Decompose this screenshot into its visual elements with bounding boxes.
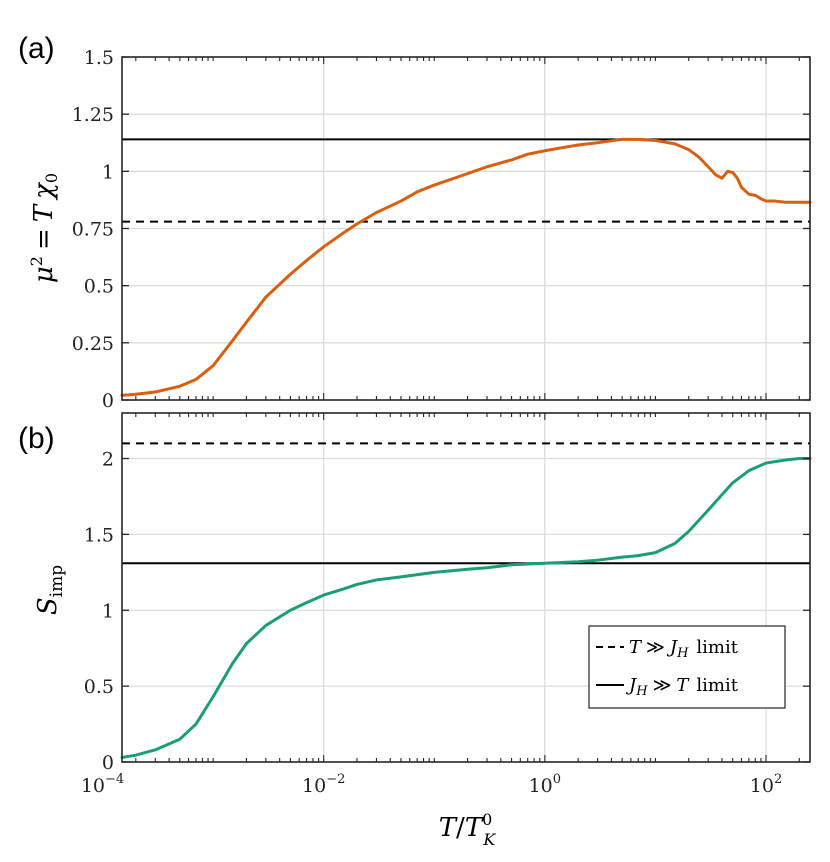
- data-series-line: [120, 137, 812, 397]
- panel-b-label: (b): [18, 422, 55, 455]
- data-series-line: [120, 457, 812, 759]
- xtick-label: 102: [750, 772, 782, 797]
- ytick-label: 0: [102, 752, 114, 774]
- panel-a-grid: [122, 57, 810, 400]
- ytick-label: 0: [102, 390, 114, 412]
- panel-b-xtick-labels: 10−4 10−2 100 102: [81, 772, 782, 797]
- ytick-label: 1.25: [72, 104, 114, 126]
- panel-b-ylabel: Simp: [33, 565, 67, 615]
- panel-b-xlabel: T/T0 K: [439, 810, 497, 849]
- panel-b-ytick-labels: 0 0.5 1 1.5 2: [84, 449, 114, 774]
- panel-a-ticks: [122, 56, 810, 401]
- ytick-label: 0.75: [72, 219, 114, 241]
- ytick-label: 1: [102, 600, 114, 622]
- ytick-label: 0.25: [72, 333, 114, 355]
- panel-a-label: (a): [18, 32, 55, 65]
- ytick-label: 0.5: [84, 276, 114, 298]
- legend-entry-dashed: T ≫ JH limit: [629, 637, 739, 661]
- panel-b-reference-lines: [122, 442, 810, 565]
- xtick-label: 10−2: [302, 772, 345, 797]
- ytick-label: 1: [102, 161, 114, 183]
- xtick-label: 100: [529, 772, 561, 797]
- panel-a-ylabel: μ2=Tχ0: [27, 173, 61, 283]
- panel-a-ytick-labels: 0 0.25 0.5 0.75 1 1.25 1.5: [72, 47, 114, 412]
- panel-a-reference-lines: [122, 138, 810, 223]
- panel-a: (a) 0 0.25 0.5 0.75 1 1.25 1.5 μ2=Tχ0: [18, 32, 812, 412]
- ytick-label: 1.5: [84, 524, 114, 546]
- panel-b-ticks: [122, 413, 810, 763]
- xtick-label: 10−4: [81, 772, 124, 797]
- panel-b: (b) 00.511.52 10−4 10−2 100 102 Simp T/T0 K …: [18, 412, 812, 849]
- panel-b-series: [120, 457, 812, 759]
- legend-box: [588, 625, 786, 709]
- ytick-label: 0.5: [84, 676, 114, 698]
- ytick-label: 2: [102, 449, 114, 471]
- panel-b-axes-box: [121, 412, 811, 763]
- ytick-label: 1.5: [84, 47, 114, 69]
- panel-a-series: [120, 137, 812, 397]
